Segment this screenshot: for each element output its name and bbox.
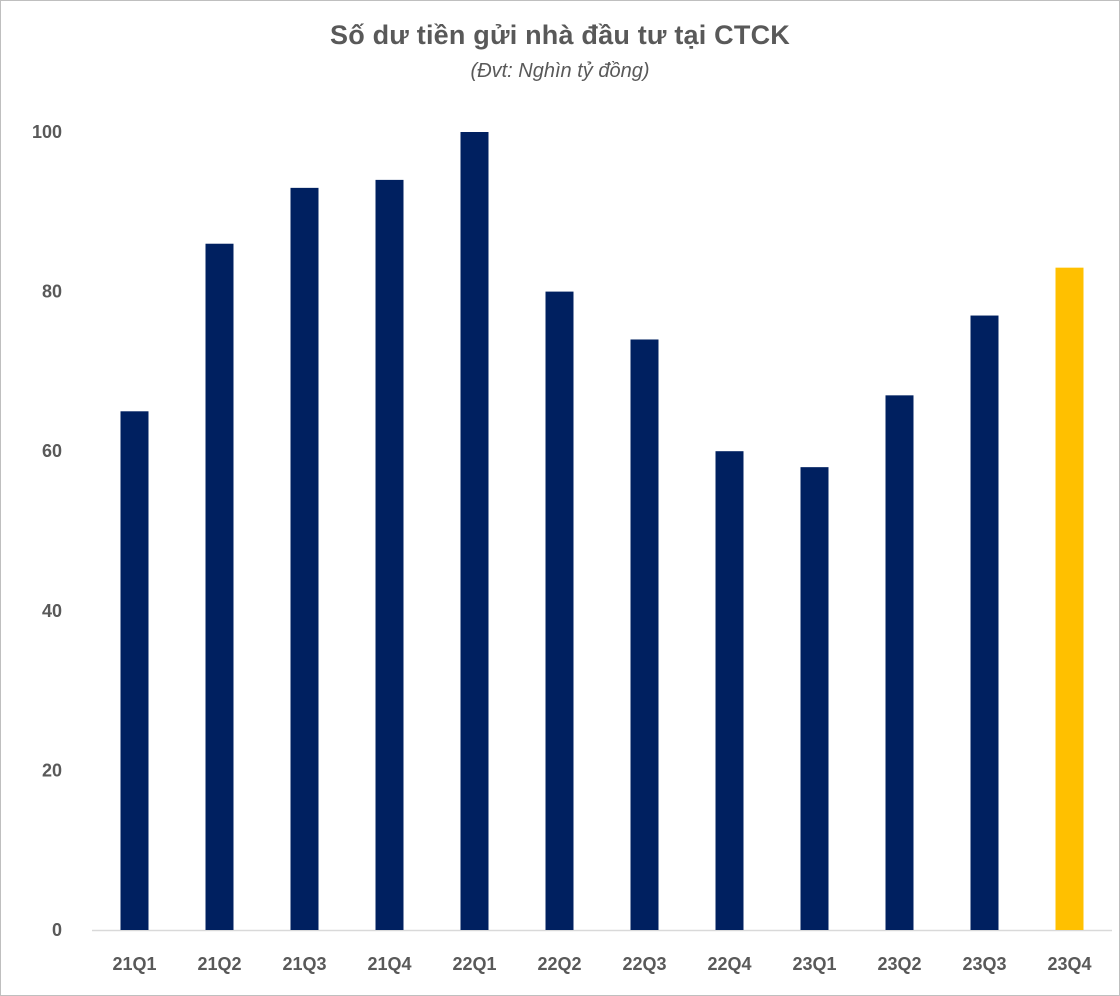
x-tick-label: 22Q2 — [537, 954, 581, 974]
x-tick-label: 22Q4 — [707, 954, 751, 974]
x-tick-label: 23Q1 — [792, 954, 836, 974]
y-tick-label: 0 — [52, 920, 62, 940]
y-tick-label: 80 — [42, 282, 62, 302]
bar-22q1 — [460, 132, 489, 930]
x-tick-label: 21Q4 — [367, 954, 411, 974]
bars-group — [120, 132, 1084, 931]
bar-23q1 — [800, 467, 829, 930]
bar-23q3 — [970, 315, 999, 930]
x-tick-label: 22Q1 — [452, 954, 496, 974]
y-tick-label: 40 — [42, 601, 62, 621]
x-axis-ticks: 21Q1 21Q2 21Q3 21Q4 22Q1 22Q2 22Q3 22Q4 23Q1 23Q2… — [112, 954, 1091, 974]
x-tick-label: 22Q3 — [622, 954, 666, 974]
bar-21q4 — [375, 179, 404, 930]
bar-21q1 — [120, 411, 149, 930]
bar-23q4 — [1055, 267, 1084, 930]
x-tick-label: 21Q1 — [112, 954, 156, 974]
y-tick-label: 100 — [32, 122, 62, 142]
y-tick-label: 60 — [42, 441, 62, 461]
y-tick-label: 20 — [42, 760, 62, 780]
chart-subtitle: (Đvt: Nghìn tỷ đồng) — [470, 60, 650, 82]
bar-21q3 — [290, 187, 319, 931]
bar-22q4 — [715, 451, 744, 930]
y-axis-ticks: 0 20 40 60 80 100 — [32, 122, 62, 940]
bar-21q2 — [205, 243, 234, 931]
x-tick-label: 23Q4 — [1047, 954, 1091, 974]
x-tick-label: 21Q3 — [282, 954, 326, 974]
bar-22q2 — [545, 291, 574, 931]
bar-22q3 — [630, 339, 659, 931]
x-tick-label: 23Q3 — [962, 954, 1006, 974]
x-tick-label: 23Q2 — [877, 954, 921, 974]
bar-23q2 — [885, 395, 914, 931]
chart-title: Số dư tiền gửi nhà đầu tư tại CTCK — [330, 20, 790, 50]
x-tick-label: 21Q2 — [197, 954, 241, 974]
